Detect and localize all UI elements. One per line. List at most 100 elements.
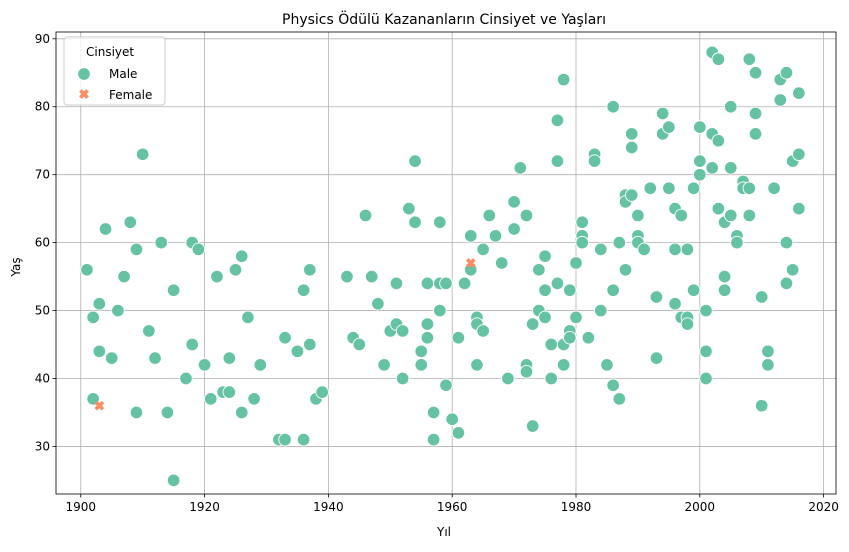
data-point-male bbox=[439, 378, 453, 393]
data-point-male bbox=[792, 147, 806, 162]
data-point-male bbox=[445, 412, 459, 427]
data-point-male bbox=[792, 201, 806, 216]
y-tick-label: 70 bbox=[35, 168, 50, 182]
data-point-male bbox=[618, 263, 633, 277]
legend-label-female: Female bbox=[109, 88, 152, 102]
y-axis-label: Yaş bbox=[9, 257, 23, 277]
data-point-male bbox=[222, 351, 237, 365]
data-point-male bbox=[426, 432, 441, 447]
data-point-male bbox=[439, 276, 453, 291]
data-point-male bbox=[358, 208, 373, 223]
data-point-male bbox=[148, 351, 162, 365]
data-point-male bbox=[594, 242, 608, 257]
data-point-male bbox=[668, 297, 682, 311]
x-tick-label: 2020 bbox=[808, 500, 839, 514]
data-point-male bbox=[135, 147, 150, 162]
y-tick-label: 60 bbox=[35, 236, 50, 250]
data-point-male bbox=[717, 269, 732, 284]
data-point-male bbox=[488, 229, 503, 243]
legend: Cinsiyet Male Female bbox=[63, 36, 166, 106]
data-point-male bbox=[606, 283, 620, 297]
data-point-male bbox=[643, 181, 658, 196]
data-point-male bbox=[414, 344, 428, 359]
data-point-male bbox=[624, 127, 639, 141]
data-point-male bbox=[699, 344, 713, 359]
data-point-male bbox=[296, 283, 311, 297]
data-point-male bbox=[693, 120, 707, 134]
data-point-male bbox=[624, 188, 639, 202]
data-point-male bbox=[680, 317, 695, 331]
data-point-male bbox=[185, 337, 199, 352]
data-point-male bbox=[482, 208, 497, 223]
data-point-male bbox=[519, 364, 534, 379]
data-point-male bbox=[742, 52, 757, 66]
data-point-male bbox=[222, 385, 237, 399]
data-point-male bbox=[754, 398, 769, 413]
data-point-male bbox=[501, 371, 515, 386]
data-point-male bbox=[241, 310, 255, 325]
y-tick-label: 40 bbox=[35, 372, 50, 386]
data-point-male bbox=[754, 290, 769, 304]
data-point-male bbox=[389, 276, 404, 291]
data-point-male bbox=[631, 208, 645, 223]
data-point-male bbox=[680, 242, 695, 257]
data-point-male bbox=[117, 269, 131, 284]
plot-frame bbox=[55, 31, 837, 495]
data-point-male bbox=[563, 283, 577, 297]
data-point-male bbox=[234, 405, 249, 420]
data-point-male bbox=[315, 385, 329, 399]
data-point-male bbox=[111, 303, 125, 318]
data-point-male bbox=[98, 222, 113, 236]
data-point-male bbox=[408, 154, 422, 168]
data-point-male bbox=[742, 181, 757, 196]
data-point-male bbox=[748, 127, 763, 141]
data-point-male bbox=[569, 310, 583, 325]
data-point-male bbox=[550, 276, 565, 291]
y-tick-label: 30 bbox=[35, 439, 50, 453]
data-point-male bbox=[433, 215, 447, 229]
data-point-male bbox=[693, 167, 707, 182]
data-point-male bbox=[779, 276, 794, 291]
data-point-male bbox=[420, 330, 435, 345]
data-point-male bbox=[569, 256, 583, 270]
data-point-male bbox=[711, 201, 726, 216]
legend-male-marker bbox=[77, 67, 91, 81]
data-point-male bbox=[575, 215, 589, 229]
chart-title: Physics Ödülü Kazananların Cinsiyet ve Y… bbox=[282, 10, 606, 28]
data-point-male bbox=[457, 276, 472, 291]
legend-female-marker bbox=[79, 89, 89, 99]
data-point-male bbox=[525, 317, 540, 331]
data-point-male bbox=[92, 344, 107, 359]
data-point-male bbox=[507, 222, 521, 236]
data-point-male bbox=[624, 140, 639, 155]
data-point-male bbox=[724, 161, 738, 175]
data-point-male bbox=[402, 201, 416, 216]
data-point-male bbox=[779, 66, 794, 80]
data-point-male bbox=[352, 337, 367, 352]
x-tick-label: 1900 bbox=[65, 500, 96, 514]
data-point-male bbox=[371, 297, 385, 311]
data-point-male bbox=[395, 324, 410, 338]
data-point-male bbox=[476, 324, 490, 338]
data-point-male bbox=[748, 106, 763, 121]
data-point-male bbox=[767, 181, 781, 196]
data-point-male bbox=[711, 133, 726, 148]
data-point-male bbox=[395, 371, 410, 386]
data-point-male bbox=[693, 154, 707, 168]
legend-title: Cinsiyet bbox=[86, 45, 134, 59]
data-point-male bbox=[724, 99, 738, 114]
data-point-male bbox=[377, 358, 391, 372]
data-point-male bbox=[470, 358, 484, 372]
data-point-male bbox=[606, 378, 620, 393]
data-point-male bbox=[451, 426, 466, 440]
data-point-male bbox=[612, 392, 627, 406]
data-point-male bbox=[532, 263, 546, 277]
data-point-male bbox=[668, 242, 682, 257]
data-point-male bbox=[303, 337, 317, 352]
data-point-male bbox=[705, 161, 719, 175]
x-axis-label: Yıl bbox=[436, 525, 451, 539]
data-point-male bbox=[80, 263, 94, 277]
data-point-male bbox=[594, 303, 608, 318]
data-point-male bbox=[234, 249, 249, 263]
data-point-male bbox=[550, 113, 565, 128]
